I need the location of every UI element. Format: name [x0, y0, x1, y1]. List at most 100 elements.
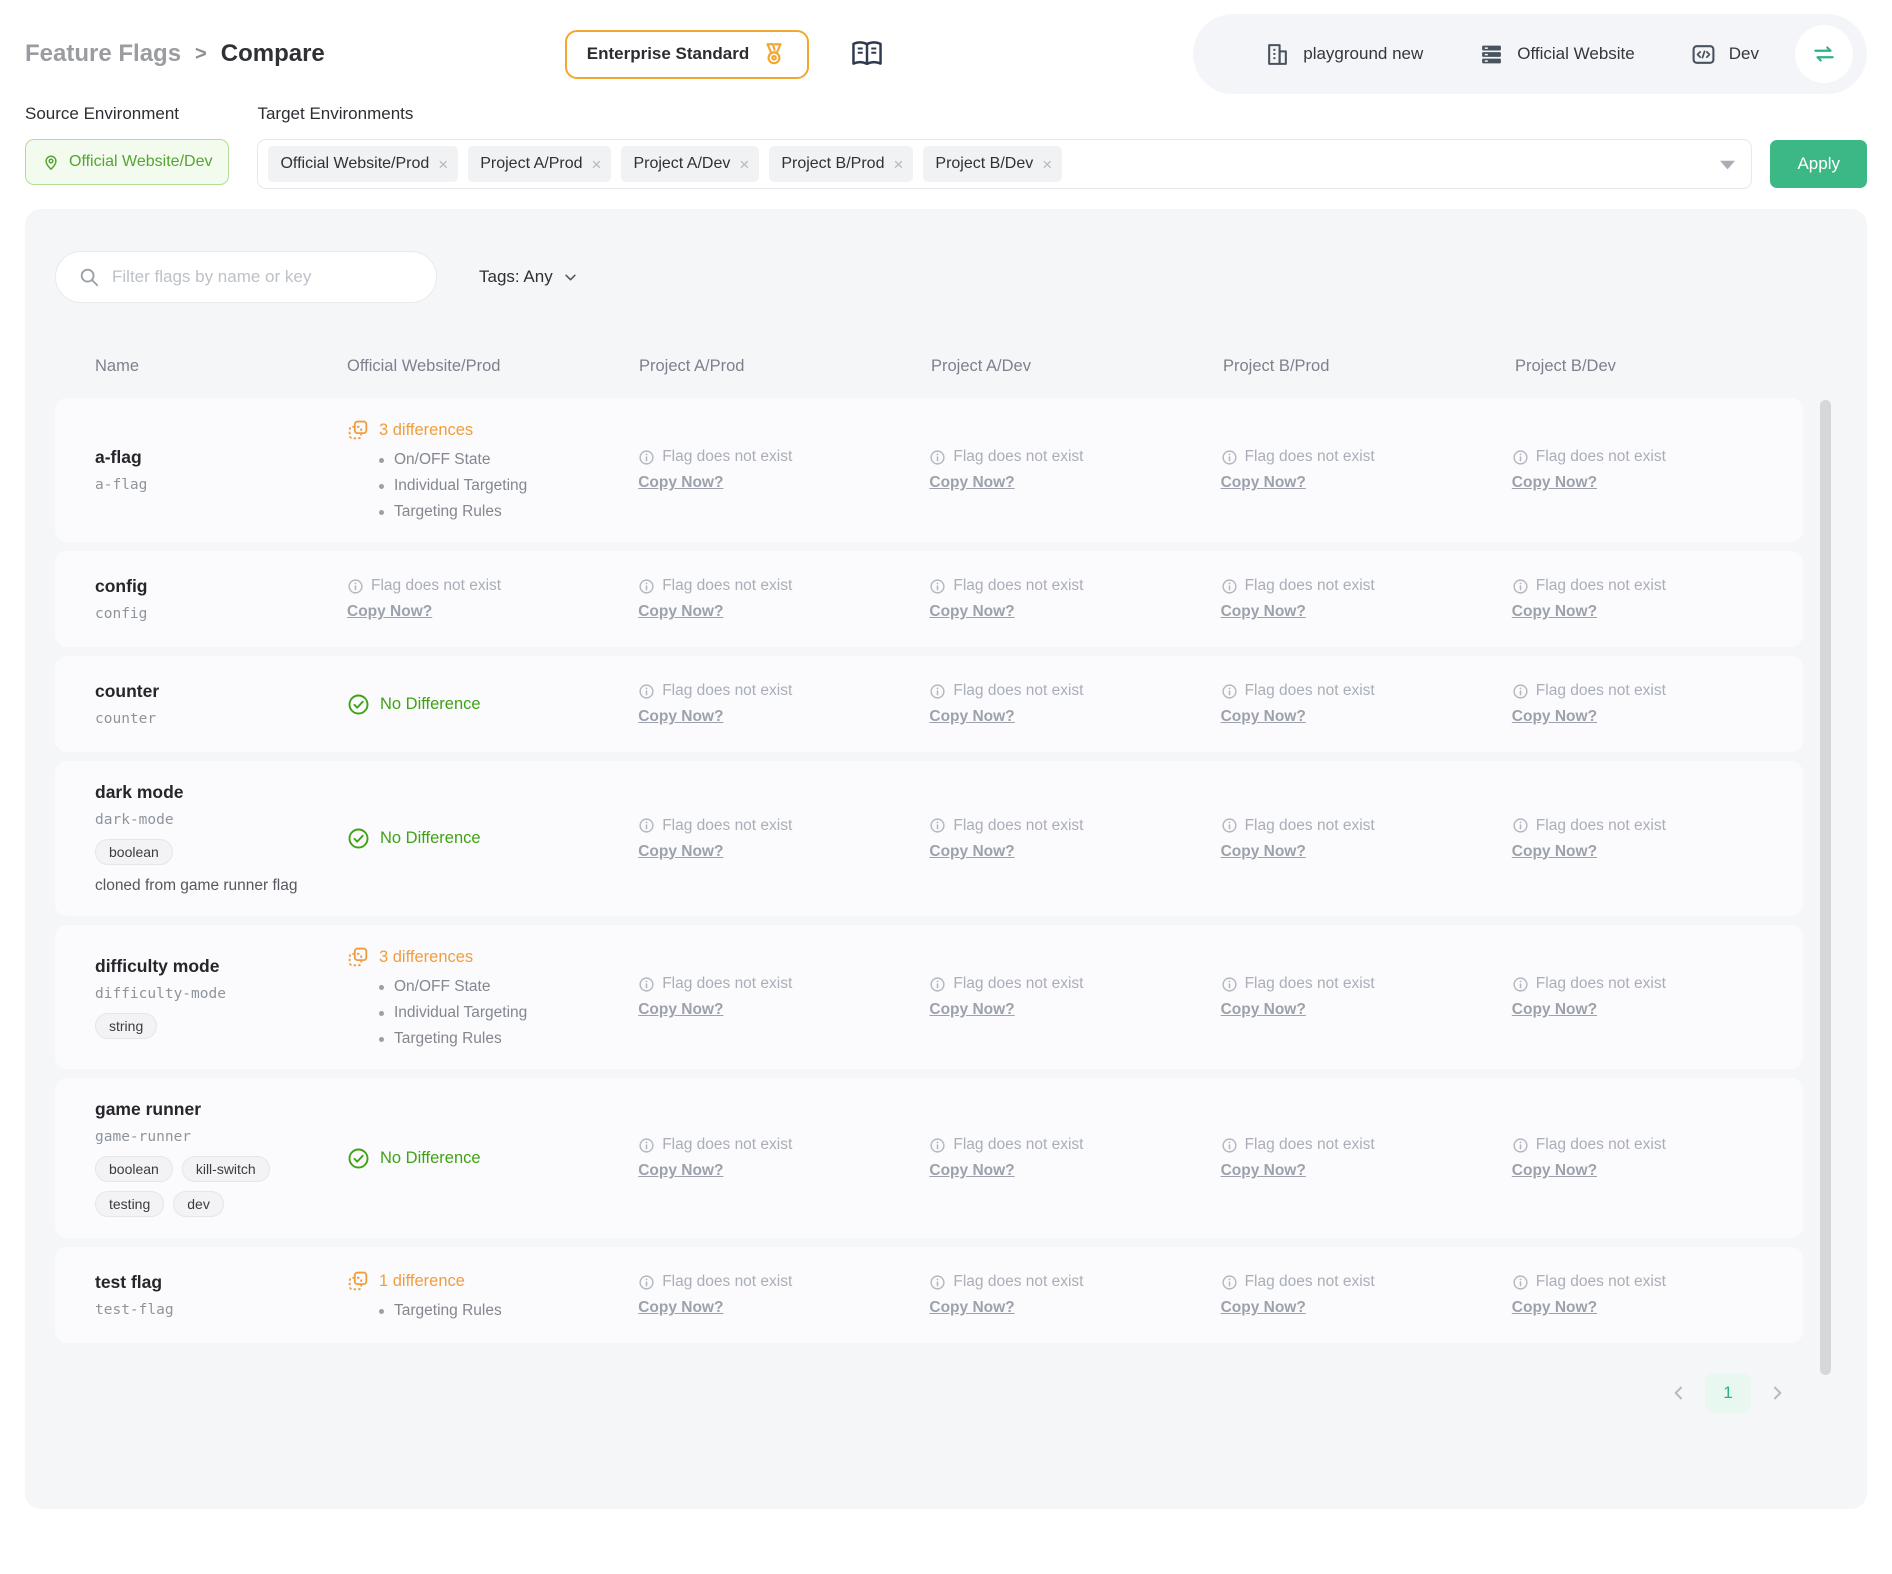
target-environment-chip: Project B/Dev × — [923, 146, 1063, 182]
no-difference-label: No Difference — [380, 829, 481, 847]
comparison-cell: 3 differences On/OFF State Individual Targ… — [347, 946, 638, 1048]
flag-name-cell: game runner game-runner boolean kill-switch… — [95, 1099, 347, 1217]
comparison-cell: Flag does not exist Copy Now? — [929, 817, 1220, 861]
flag-name: difficulty mode — [95, 955, 220, 976]
organization-switcher[interactable]: playground new — [1237, 42, 1451, 67]
remove-target-icon[interactable]: × — [438, 154, 449, 174]
info-circle-icon — [1221, 449, 1238, 466]
plan-badge-label: Enterprise Standard — [586, 44, 750, 63]
project-switcher[interactable]: Official Website — [1451, 42, 1662, 67]
comparison-cell: Flag does not exist Copy Now? — [929, 448, 1220, 492]
target-environment-chip: Project B/Prod × — [769, 146, 914, 182]
flag-missing-status: Flag does not exist — [1512, 975, 1785, 993]
info-circle-icon — [1221, 578, 1238, 595]
flag-missing-label: Flag does not exist — [662, 1273, 793, 1290]
copy-now-link[interactable]: Copy Now? — [1511, 1162, 1598, 1179]
dropdown-caret-icon[interactable] — [1720, 159, 1736, 170]
copy-now-link[interactable]: Copy Now? — [347, 603, 433, 620]
comparison-cell: Flag does not exist Copy Now? — [929, 975, 1220, 1019]
copy-now-link[interactable]: Copy Now? — [1220, 1001, 1306, 1018]
remove-target-icon[interactable]: × — [1042, 154, 1053, 174]
chevron-right-icon[interactable] — [1767, 1383, 1787, 1403]
copy-now-link[interactable]: Copy Now? — [638, 1299, 724, 1316]
flag-missing-status: Flag does not exist — [1221, 577, 1494, 595]
flag-missing-status: Flag does not exist — [638, 682, 911, 700]
table-row: a-flag a-flag 3 differences On/OFF State Ind… — [55, 398, 1803, 542]
flag-name-cell: dark mode dark-mode boolean cloned from gam… — [95, 782, 347, 895]
info-circle-icon — [1512, 817, 1529, 834]
copy-now-link[interactable]: Copy Now? — [929, 1162, 1015, 1179]
comparison-cell: No Difference — [347, 1147, 638, 1170]
target-environments-select[interactable]: Official Website/Prod × Project A/Prod × Pro… — [257, 139, 1753, 189]
comparison-cell: Flag does not exist Copy Now? — [638, 1273, 929, 1317]
copy-now-link[interactable]: Copy Now? — [1220, 1299, 1306, 1316]
remove-target-icon[interactable]: × — [893, 154, 904, 174]
flag-missing-status: Flag does not exist — [1512, 448, 1785, 466]
flag-missing-label: Flag does not exist — [1535, 816, 1666, 834]
flag-missing-label: Flag does not exist — [1244, 448, 1375, 465]
copy-now-link[interactable]: Copy Now? — [1220, 842, 1306, 860]
difference-item: Targeting Rules — [379, 1030, 620, 1048]
top-bar: Feature Flags > Compare Enterprise Stand… — [0, 0, 1892, 96]
plan-badge[interactable]: Enterprise Standard — [564, 29, 810, 79]
tags-filter-dropdown[interactable]: Tags: Any — [479, 267, 578, 287]
remove-target-icon[interactable]: × — [739, 154, 750, 174]
copy-now-link[interactable]: Copy Now? — [1220, 474, 1306, 491]
documentation-book-icon[interactable] — [851, 40, 883, 68]
breadcrumb-parent[interactable]: Feature Flags — [25, 40, 182, 67]
copy-now-link[interactable]: Copy Now? — [1220, 603, 1306, 620]
copy-now-link[interactable]: Copy Now? — [638, 603, 724, 620]
flag-missing-label: Flag does not exist — [1244, 1136, 1375, 1153]
difference-item: On/OFF State — [379, 978, 620, 996]
swap-environment-button[interactable] — [1794, 25, 1853, 83]
copy-now-link[interactable]: Copy Now? — [638, 1001, 724, 1018]
flag-missing-label: Flag does not exist — [1244, 1273, 1375, 1290]
copy-now-link[interactable]: Copy Now? — [1511, 603, 1598, 620]
copy-now-link[interactable]: Copy Now? — [1220, 708, 1306, 725]
flag-name-cell: a-flag a-flag — [95, 447, 347, 493]
table-row: config config Flag does not exist Copy Now?… — [55, 551, 1803, 647]
comparison-cell: No Difference — [347, 693, 638, 716]
comparison-cell: Flag does not exist Copy Now? — [929, 682, 1220, 726]
copy-now-link[interactable]: Copy Now? — [1511, 708, 1598, 725]
copy-now-link[interactable]: Copy Now? — [638, 1162, 724, 1179]
flag-name-cell: config config — [95, 576, 347, 622]
chevron-left-icon[interactable] — [1669, 1383, 1689, 1403]
page-number[interactable]: 1 — [1705, 1373, 1751, 1413]
copy-now-link[interactable]: Copy Now? — [638, 842, 724, 860]
apply-button[interactable]: Apply — [1770, 140, 1867, 188]
comparison-cell: Flag does not exist Copy Now? — [1512, 1136, 1803, 1180]
flag-description: cloned from game runner flag — [95, 877, 298, 894]
comparison-cell: Flag does not exist Copy Now? — [1221, 682, 1512, 726]
remove-target-icon[interactable]: × — [591, 154, 602, 174]
copy-now-link[interactable]: Copy Now? — [929, 708, 1015, 725]
flag-key: test-flag — [95, 1302, 174, 1318]
copy-now-link[interactable]: Copy Now? — [929, 842, 1015, 860]
environment-switcher[interactable]: Dev — [1663, 42, 1787, 67]
copy-now-link[interactable]: Copy Now? — [1511, 1299, 1598, 1316]
differences-list: On/OFF State Individual Targeting Targetin… — [347, 978, 620, 1048]
flag-filter-input[interactable] — [112, 267, 418, 287]
copy-now-link[interactable]: Copy Now? — [638, 708, 724, 725]
flag-missing-status: Flag does not exist — [1221, 1273, 1494, 1291]
copy-now-link[interactable]: Copy Now? — [1220, 1162, 1306, 1179]
flag-missing-label: Flag does not exist — [662, 448, 793, 465]
vertical-scrollbar[interactable] — [1820, 400, 1831, 1375]
flag-missing-label: Flag does not exist — [1535, 1136, 1666, 1153]
copy-now-link[interactable]: Copy Now? — [638, 474, 724, 491]
copy-now-link[interactable]: Copy Now? — [1511, 474, 1598, 491]
flag-missing-label: Flag does not exist — [1244, 577, 1375, 594]
environment-name: Dev — [1728, 44, 1759, 63]
comparison-cell: Flag does not exist Copy Now? — [1221, 448, 1512, 492]
info-circle-icon — [638, 817, 655, 834]
copy-now-link[interactable]: Copy Now? — [929, 474, 1015, 491]
target-chips: Official Website/Prod × Project A/Prod × Pro… — [268, 146, 1710, 182]
flag-tag: string — [95, 1012, 158, 1039]
copy-now-link[interactable]: Copy Now? — [929, 1299, 1015, 1316]
copy-now-link[interactable]: Copy Now? — [1511, 1001, 1598, 1018]
column-header-env-3: Project A/Dev — [931, 357, 1031, 375]
copy-now-link[interactable]: Copy Now? — [1511, 842, 1598, 860]
source-environment-tag[interactable]: Official Website/Dev — [25, 139, 230, 185]
copy-now-link[interactable]: Copy Now? — [929, 1001, 1015, 1018]
copy-now-link[interactable]: Copy Now? — [929, 603, 1015, 620]
